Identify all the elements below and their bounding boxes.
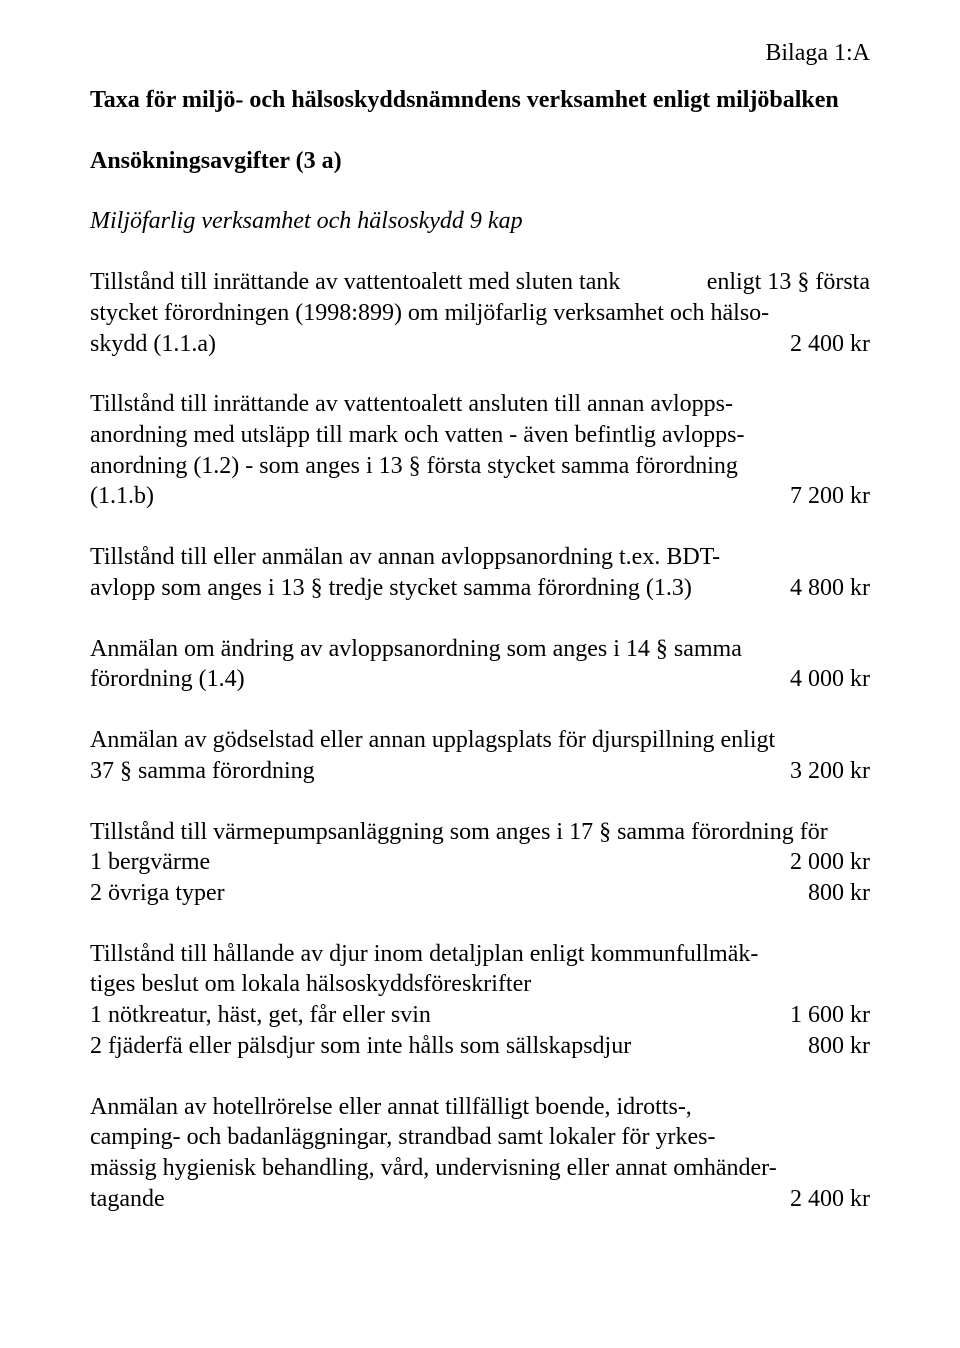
fee-entry: Anmälan om ändring av avloppsanordning s… xyxy=(90,634,870,695)
page-title: Taxa för miljö- och hälsoskyddsnämndens … xyxy=(90,85,870,116)
fee-amount: 1 600 kr xyxy=(750,1000,870,1031)
fee-amount: 4 800 kr xyxy=(750,573,870,604)
entry-text: Tillstånd till eller anmälan av annan av… xyxy=(90,542,870,573)
appendix-label: Bilaga 1:A xyxy=(90,40,870,67)
fee-amount: 7 200 kr xyxy=(750,481,870,512)
entry-text: avlopp som anges i 13 § tredje stycket s… xyxy=(90,573,750,604)
entry-text: Tillstånd till hållande av djur inom det… xyxy=(90,939,870,970)
entry-text: stycket förordningen (1998:899) om miljö… xyxy=(90,298,870,329)
fee-amount: 2 400 kr xyxy=(750,1184,870,1215)
fee-entry: Tillstånd till hållande av djur inom det… xyxy=(90,939,870,1062)
entry-text: tagande xyxy=(90,1184,750,1215)
fee-amount: 4 000 kr xyxy=(750,664,870,695)
fee-entry: Tillstånd till inrättande av vattentoale… xyxy=(90,267,870,359)
entry-text-right: enligt 13 § första xyxy=(707,267,870,298)
entry-text: Tillstånd till inrättande av vattentoale… xyxy=(90,267,707,298)
fee-amount: 3 200 kr xyxy=(750,756,870,787)
entry-text: 37 § samma förordning xyxy=(90,756,750,787)
entry-text: anordning med utsläpp till mark och vatt… xyxy=(90,420,870,451)
entry-text: Anmälan av hotellrörelse eller annat til… xyxy=(90,1092,870,1123)
entry-text: Tillstånd till inrättande av vattentoale… xyxy=(90,389,870,420)
entry-text: anordning (1.2) - som anges i 13 § först… xyxy=(90,451,870,482)
entry-text: Anmälan av gödselstad eller annan upplag… xyxy=(90,725,870,756)
fee-entry: Tillstånd till inrättande av vattentoale… xyxy=(90,389,870,512)
entry-text: Tillstånd till värmepumpsanläggning som … xyxy=(90,817,870,848)
entry-text: (1.1.b) xyxy=(90,481,750,512)
fee-amount: 800 kr xyxy=(750,1031,870,1062)
fee-entry: Anmälan av gödselstad eller annan upplag… xyxy=(90,725,870,786)
entry-text: mässig hygienisk behandling, vård, under… xyxy=(90,1153,870,1184)
fee-entry: Anmälan av hotellrörelse eller annat til… xyxy=(90,1092,870,1215)
fee-entry: Tillstånd till eller anmälan av annan av… xyxy=(90,542,870,603)
sublist-item: 1 nötkreatur, häst, get, får eller svin xyxy=(90,1000,750,1031)
fee-entry: Tillstånd till värmepumpsanläggning som … xyxy=(90,817,870,909)
fee-amount: 2 400 kr xyxy=(750,329,870,360)
chapter-title: Miljöfarlig verksamhet och hälsoskydd 9 … xyxy=(90,206,870,237)
section-title: Ansökningsavgifter (3 a) xyxy=(90,146,870,177)
entry-text: tiges beslut om lokala hälsoskyddsföresk… xyxy=(90,969,870,1000)
fee-amount: 800 kr xyxy=(750,878,870,909)
fee-amount: 2 000 kr xyxy=(750,847,870,878)
sublist-item: 1 bergvärme xyxy=(90,847,750,878)
sublist-item: 2 fjäderfä eller pälsdjur som inte hålls… xyxy=(90,1031,750,1062)
entry-text: camping- och badanläggningar, strandbad … xyxy=(90,1122,870,1153)
entry-text: förordning (1.4) xyxy=(90,664,750,695)
sublist-item: 2 övriga typer xyxy=(90,878,750,909)
entry-text: skydd (1.1.a) xyxy=(90,329,750,360)
entry-text: Anmälan om ändring av avloppsanordning s… xyxy=(90,634,870,665)
